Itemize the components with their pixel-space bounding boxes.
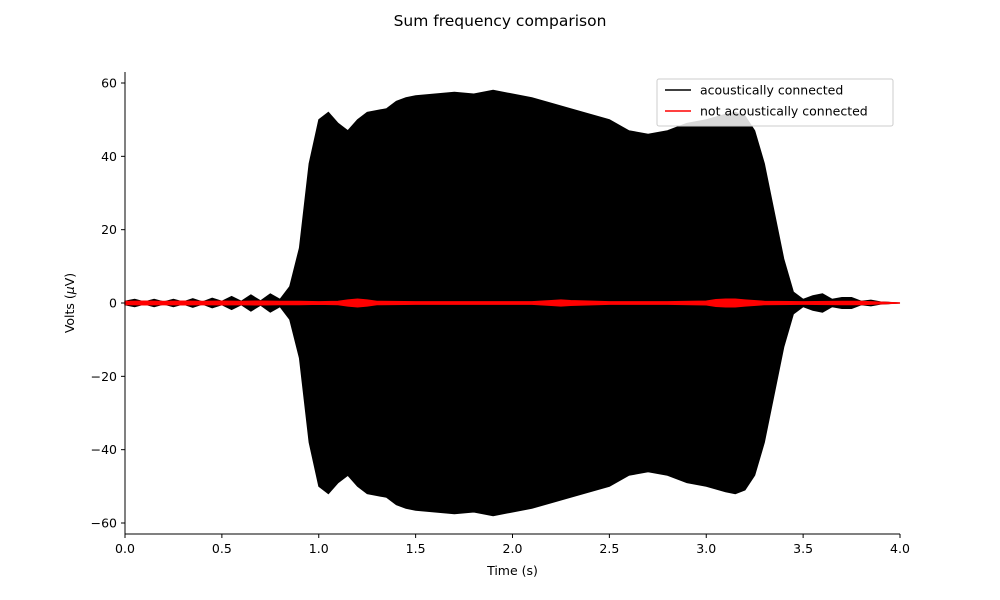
plot-area xyxy=(124,89,901,517)
y-tick-label: −40 xyxy=(91,442,117,457)
y-tick-label: 0 xyxy=(109,296,117,311)
x-axis-label: Time (s) xyxy=(486,563,538,578)
y-tick-label: −60 xyxy=(91,516,117,531)
y-axis-ticks: −60 −40 −20 0 20 40 60 xyxy=(91,76,125,531)
y-axis-label-end: V) xyxy=(62,273,77,286)
x-tick-label: 0.5 xyxy=(212,541,232,556)
x-tick-label: 3.5 xyxy=(793,541,813,556)
y-tick-label: −20 xyxy=(91,369,117,384)
x-tick-label: 2.5 xyxy=(599,541,619,556)
x-tick-label: 1.5 xyxy=(406,541,426,556)
legend-label-acoustically-connected: acoustically connected xyxy=(700,83,843,98)
legend-label-not-acoustically-connected: not acoustically connected xyxy=(700,104,868,119)
series-not-acoustically-connected xyxy=(124,298,901,308)
x-tick-label: 1.0 xyxy=(309,541,329,556)
y-tick-label: 40 xyxy=(101,149,117,164)
x-axis-ticks: 0.0 0.5 1.0 1.5 2.0 2.5 3.0 3.5 4.0 xyxy=(115,534,910,556)
y-tick-label: 60 xyxy=(101,76,117,91)
x-tick-label: 2.0 xyxy=(503,541,523,556)
y-axis-label-main: Volts ( xyxy=(62,294,77,333)
x-tick-label: 4.0 xyxy=(890,541,910,556)
y-axis-label-mu: μ xyxy=(62,286,77,295)
y-tick-label: 20 xyxy=(101,222,117,237)
chart-title: Sum frequency comparison xyxy=(394,12,607,30)
legend: acoustically connected not acoustically … xyxy=(656,78,894,127)
y-axis-label: Volts (μV) xyxy=(62,273,77,333)
legend-frame xyxy=(656,78,894,127)
x-tick-label: 3.0 xyxy=(696,541,716,556)
x-tick-label: 0.0 xyxy=(115,541,135,556)
